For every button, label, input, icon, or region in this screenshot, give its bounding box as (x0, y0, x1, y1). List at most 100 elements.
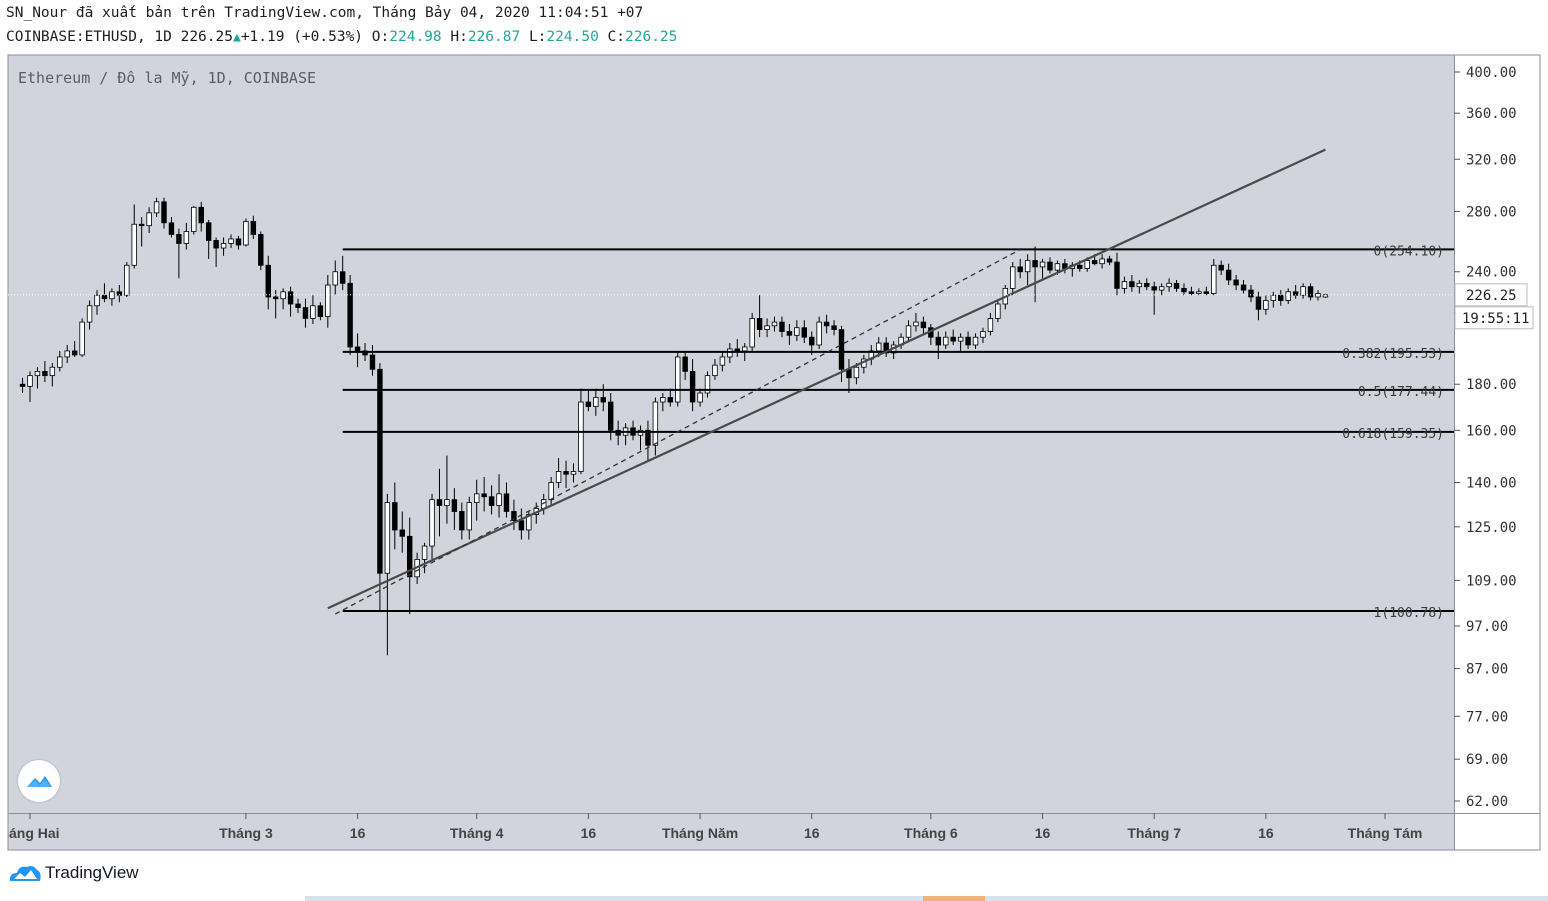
candle-body (444, 499, 450, 506)
y-tick-label: 240.00 (1466, 265, 1517, 281)
candle-body (965, 336, 971, 346)
y-tick-label: 280.00 (1466, 204, 1517, 220)
y-axis-labels: 400.00360.00320.00280.00240.00216.00180.… (1454, 65, 1517, 810)
candle-body (742, 346, 748, 352)
candle-body (220, 243, 227, 249)
candle-body (1188, 291, 1195, 294)
current-price-box (1454, 283, 1528, 307)
candle-body (280, 291, 286, 300)
candle-body (1285, 291, 1291, 301)
chart-watermark: Ethereum / Đô la Mỹ, 1D, COINBASE (18, 69, 316, 87)
bottom-strip-accent (923, 896, 985, 901)
candle-body (146, 212, 152, 227)
candle-body (488, 496, 495, 506)
candle-body (481, 493, 487, 498)
candle-body (1211, 264, 1217, 294)
candle-body (689, 371, 696, 403)
candle-body (1173, 282, 1180, 289)
candle-body (228, 238, 234, 244)
candle-body (1039, 261, 1046, 268)
y-tick-label: 77.00 (1466, 709, 1508, 725)
candles-layer (19, 197, 1329, 656)
y-tick-label: 62.00 (1466, 794, 1508, 810)
fibonacci-layer[interactable]: 0(254.10) 0.382(195.53) 0.5(177.44) 0.618(1… (342, 244, 1454, 621)
candle-body (503, 493, 510, 512)
candle-body (71, 350, 78, 356)
current-price-label: 226.25 (1466, 288, 1517, 304)
candle-body (600, 397, 606, 403)
candle-body (1054, 263, 1061, 271)
y-tick-label: 140.00 (1466, 476, 1517, 492)
candle-body (243, 220, 249, 246)
candle-body (1196, 291, 1202, 294)
candle-body (176, 234, 182, 244)
x-tick-label: 16 (1258, 825, 1274, 841)
candle-body (138, 223, 145, 227)
plot-area[interactable] (8, 55, 1454, 813)
candle-body (1084, 260, 1090, 269)
candle-body (399, 529, 405, 537)
candle-body (265, 264, 271, 298)
candle-body (1129, 281, 1135, 288)
candle-body (1047, 261, 1053, 271)
x-tick-label: 16 (804, 825, 820, 841)
candle-body (250, 220, 257, 235)
candle-body (1181, 287, 1187, 293)
candle-body (1106, 258, 1113, 263)
candle-body (704, 375, 711, 394)
candle-body (287, 291, 294, 305)
candle-body (809, 336, 815, 346)
time-axis[interactable] (8, 813, 1454, 850)
candle-body (302, 307, 309, 319)
candle-body (593, 397, 599, 407)
brand-name: TradingView (45, 863, 139, 882)
candle-body (1307, 286, 1314, 298)
up-triangle-icon: ▲ (232, 30, 241, 45)
x-tick-label: 16 (350, 825, 366, 841)
candle-body (235, 238, 242, 246)
candle-body (838, 329, 845, 370)
candle-body (1099, 258, 1105, 265)
candle-body (1255, 296, 1262, 310)
candle-body (548, 482, 554, 501)
y-tick-label: 360.00 (1466, 106, 1517, 122)
candle-body (831, 325, 837, 330)
fib-level-label: 1(100.78) (1374, 606, 1444, 621)
x-tick-label: Tháng 3 (219, 825, 273, 841)
candle-body (198, 206, 204, 224)
candle-body (786, 331, 793, 336)
low-value: 224.50 (546, 29, 599, 45)
candle-body (913, 321, 919, 327)
x-tick-label: 16 (581, 825, 597, 841)
candle-body (1017, 266, 1023, 273)
candle-body (109, 291, 115, 300)
candle-body (384, 502, 391, 574)
candle-body (645, 429, 651, 446)
y-tick-label: 109.00 (1466, 573, 1517, 589)
tradingview-footer-logo[interactable]: TradingView (8, 862, 139, 884)
symbol-label: COINBASE:ETHUSD, 1D 226.25 (6, 29, 233, 45)
candle-body (429, 499, 435, 547)
candle-body (1315, 293, 1321, 298)
candle-body (1136, 282, 1143, 288)
solid-trendline (327, 148, 1326, 610)
trendlines-layer[interactable] (327, 148, 1326, 615)
price-axis[interactable] (1454, 55, 1540, 813)
candle-body (749, 318, 755, 348)
candle-body (972, 336, 979, 346)
candle-body (295, 303, 301, 308)
candle-body (801, 327, 807, 338)
tradingview-cloud-icon (9, 866, 41, 881)
candle-body (518, 520, 525, 531)
x-tick-label: Tháng 7 (1127, 825, 1181, 841)
tradingview-badge[interactable] (18, 760, 60, 802)
close-value: 226.25 (625, 29, 678, 45)
price-overlay: 226.25 19:55:11 (8, 283, 1534, 330)
candle-body (667, 397, 673, 403)
candle-body (369, 354, 376, 370)
candle-body (183, 231, 190, 244)
candle-body (920, 321, 927, 329)
candle-body (935, 336, 942, 346)
candle-body (168, 222, 175, 235)
